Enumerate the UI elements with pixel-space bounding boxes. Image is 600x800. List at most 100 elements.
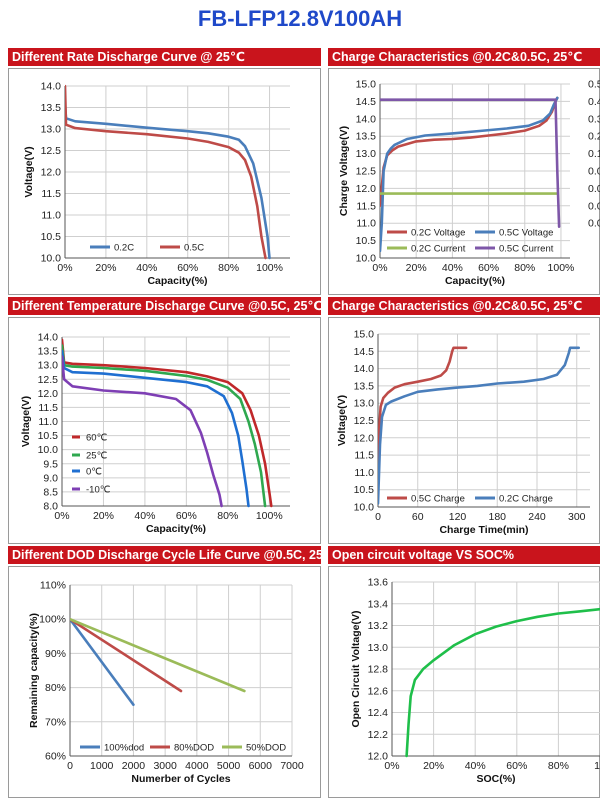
y-axis-label: Remaining capacity(%) <box>28 613 40 728</box>
x-tick-label: 80% <box>514 262 535 274</box>
series-line-c6-0 <box>405 607 600 758</box>
x-tick-label: 0% <box>57 262 72 274</box>
y-tick-label: 110% <box>40 580 66 592</box>
y-tick-label: 11.5 <box>356 200 376 212</box>
x-tick-label: 60% <box>177 262 198 274</box>
y-tick-label: 13.0 <box>38 360 59 372</box>
series-line-c1-0 <box>65 101 271 260</box>
x-tick-label: 100% <box>256 510 283 522</box>
legend-label: -10℃ <box>86 485 111 496</box>
legend-item-c5-2: 50%DOD <box>222 743 286 754</box>
y-tick-label: 12.6 <box>368 685 389 697</box>
y-tick-label: 9.5 <box>43 458 58 470</box>
y-tick-label: 9.0 <box>43 472 58 484</box>
x-tick-label: 6000 <box>249 760 273 772</box>
y-tick-label: 10.5 <box>354 484 375 496</box>
x-tick-label: 80% <box>548 760 569 772</box>
legend-label: 0.5C Current <box>499 244 554 255</box>
y-tick-label: 60% <box>45 751 66 763</box>
x-tick-label: 10 <box>594 760 600 772</box>
x-tick-label: 240 <box>528 511 546 523</box>
y-tick-label: 12.5 <box>356 166 377 178</box>
x-tick-label: 20% <box>95 262 116 274</box>
legend-label: 0.2C Voltage <box>411 228 465 239</box>
legend-item-c2-2: 0.2C Current <box>387 244 466 255</box>
x-tick-label: 0% <box>384 760 399 772</box>
y-tick-label: 13.0 <box>41 124 62 136</box>
legend-label: 0.5C Voltage <box>499 228 553 239</box>
y-tick-label: 10.0 <box>354 502 375 514</box>
y-tick-label: 12.0 <box>354 432 375 444</box>
y-tick-label: 13.4 <box>368 598 389 610</box>
chart-heading-charge-time: Charge Characteristics @0.2C&0.5C, 25℃ <box>328 297 600 315</box>
y-tick-label: 13.0 <box>356 148 377 160</box>
x-tick-label: 5000 <box>217 760 241 772</box>
legend-label: 25℃ <box>86 451 108 462</box>
y-tick-label: 13.0 <box>368 642 389 654</box>
y-tick-label: 10.0 <box>356 253 377 265</box>
x-tick-label: 100% <box>256 262 283 274</box>
series-line-c5-1 <box>70 617 183 693</box>
y-tick-label: 10.5 <box>41 231 62 243</box>
x-tick-label: 60% <box>176 510 197 522</box>
x-tick-label: 180 <box>488 511 506 523</box>
y-tick-label: 12.5 <box>354 415 375 427</box>
x-tick-label: 2000 <box>122 760 146 772</box>
y-tick-label: 12.0 <box>356 183 377 195</box>
y2-tick-label: 0.5 <box>588 79 600 91</box>
y-tick-label: 10.5 <box>356 235 377 247</box>
legend-item-c3-0: 60℃ <box>72 433 108 444</box>
y-tick-label: 100% <box>39 614 66 626</box>
legend-label: 100%dod <box>104 743 144 754</box>
series-line-c3-1 <box>62 344 267 508</box>
x-tick-label: 40% <box>465 760 486 772</box>
chart-c1: 10.0 10.5 11.0 11.5 12.0 12.5 13.0 13.5 14.0 0% 20… <box>23 81 290 287</box>
y2-tick-label: 0.1 <box>588 148 600 160</box>
series-line-c3-0 <box>62 338 273 508</box>
y-tick-label: 70% <box>45 716 66 728</box>
x-tick-label: 120 <box>449 511 467 523</box>
x-tick-label: 80% <box>217 510 238 522</box>
y-tick-label: 11.0 <box>38 416 58 428</box>
y2-tick-label: 0.0 <box>588 166 600 178</box>
y-axis-label: Voltage(V) <box>20 396 32 447</box>
y2-tick-label: 0.3 <box>588 113 600 125</box>
y-tick-label: 12.5 <box>38 374 59 386</box>
series-line-c2-3 <box>380 98 561 228</box>
y-tick-label: 14.0 <box>356 113 377 125</box>
x-tick-label: 60% <box>506 760 527 772</box>
chart-c4: 10.0 10.5 11.0 11.5 12.0 12.5 13.0 13.5 14.0 14.5… <box>336 329 590 536</box>
y-axis-label: Voltage(V) <box>336 395 348 446</box>
y2-tick-label: 0.0 <box>588 200 600 212</box>
legend-item-c4-1: 0.2C Charge <box>475 494 553 505</box>
x-tick-label: 7000 <box>280 760 304 772</box>
y-tick-label: 13.5 <box>41 102 62 114</box>
y-tick-label: 10.5 <box>38 430 59 442</box>
y-axis-label: Voltage(V) <box>23 146 35 197</box>
chart-heading-charge-capacity: Charge Characteristics @0.2C&0.5C, 25℃ <box>328 48 600 66</box>
y2-tick-label: 0.0 <box>588 183 600 195</box>
chart-frame-charge-time <box>328 317 600 544</box>
y-tick-label: 80% <box>45 682 66 694</box>
chart-c3: 8.0 8.5 9.0 9.5 10.0 10.5 11.0 11.5 12.0 12.5 13.0… <box>20 332 290 535</box>
chart-heading-rate-discharge: Different Rate Discharge Curve @ 25℃ <box>8 48 321 66</box>
y-tick-label: 11.5 <box>41 188 61 200</box>
x-tick-label: 300 <box>568 511 586 523</box>
x-axis-label: Capacity(%) <box>146 523 206 535</box>
y-tick-label: 14.0 <box>41 81 62 93</box>
y-tick-label: 12.5 <box>41 145 62 157</box>
y-tick-label: 8.5 <box>43 486 58 498</box>
y2-tick-label: 0.4 <box>588 96 600 108</box>
x-axis-label: Numerber of Cycles <box>131 773 230 785</box>
y-tick-label: 13.2 <box>368 620 389 632</box>
x-axis-label: SOC(%) <box>476 773 515 785</box>
legend-item-c2-0: 0.2C Voltage <box>387 228 465 239</box>
chart-c5: 60% 70% 80% 90% 100% 110% 0 1000 2000 3000 4000 500… <box>28 580 304 786</box>
x-axis-label: Capacity(%) <box>147 275 207 287</box>
x-tick-label: 0% <box>372 262 387 274</box>
y-tick-label: 13.5 <box>354 380 375 392</box>
y-tick-label: 11.5 <box>354 450 374 462</box>
legend-item-c5-1: 80%DOD <box>150 743 214 754</box>
y-tick-label: 8.0 <box>43 501 58 513</box>
